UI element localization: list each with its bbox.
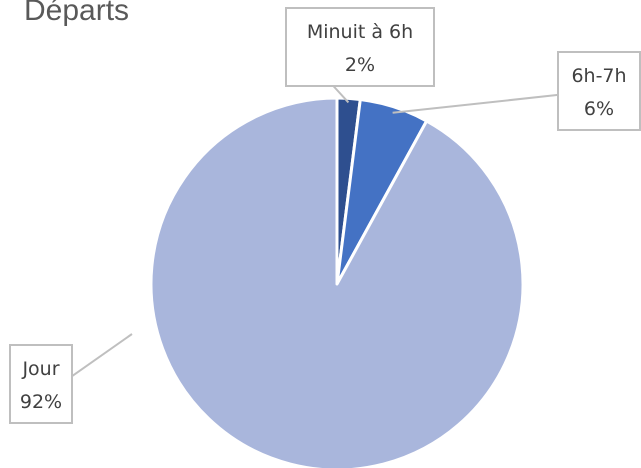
slice-category-label: Minuit à 6h xyxy=(307,21,413,43)
pie-slice-jour xyxy=(149,96,525,468)
data-label-jour: Jour 92% xyxy=(9,333,133,424)
data-label-callouts: Minuit à 6h 2% 6h-7h 6% Jour 92% xyxy=(9,7,641,424)
pie-slices xyxy=(149,96,525,468)
slice-value-label: 2% xyxy=(345,54,375,76)
slice-category-label: Jour xyxy=(21,358,59,380)
leader-line xyxy=(392,93,559,114)
callout-box xyxy=(9,344,73,424)
data-label-6h-7h: 6h-7h 6% xyxy=(392,51,641,131)
slice-value-label: 92% xyxy=(20,391,62,413)
slice-category-label: 6h-7h xyxy=(571,65,626,87)
leader-line xyxy=(71,333,133,378)
callout-box xyxy=(557,51,641,131)
slice-value-label: 6% xyxy=(584,98,614,120)
data-label-minuit-a-6h: Minuit à 6h 2% xyxy=(285,7,435,104)
leader-line xyxy=(332,85,350,104)
chart-title: Départs xyxy=(24,0,129,27)
callout-box xyxy=(285,7,435,87)
